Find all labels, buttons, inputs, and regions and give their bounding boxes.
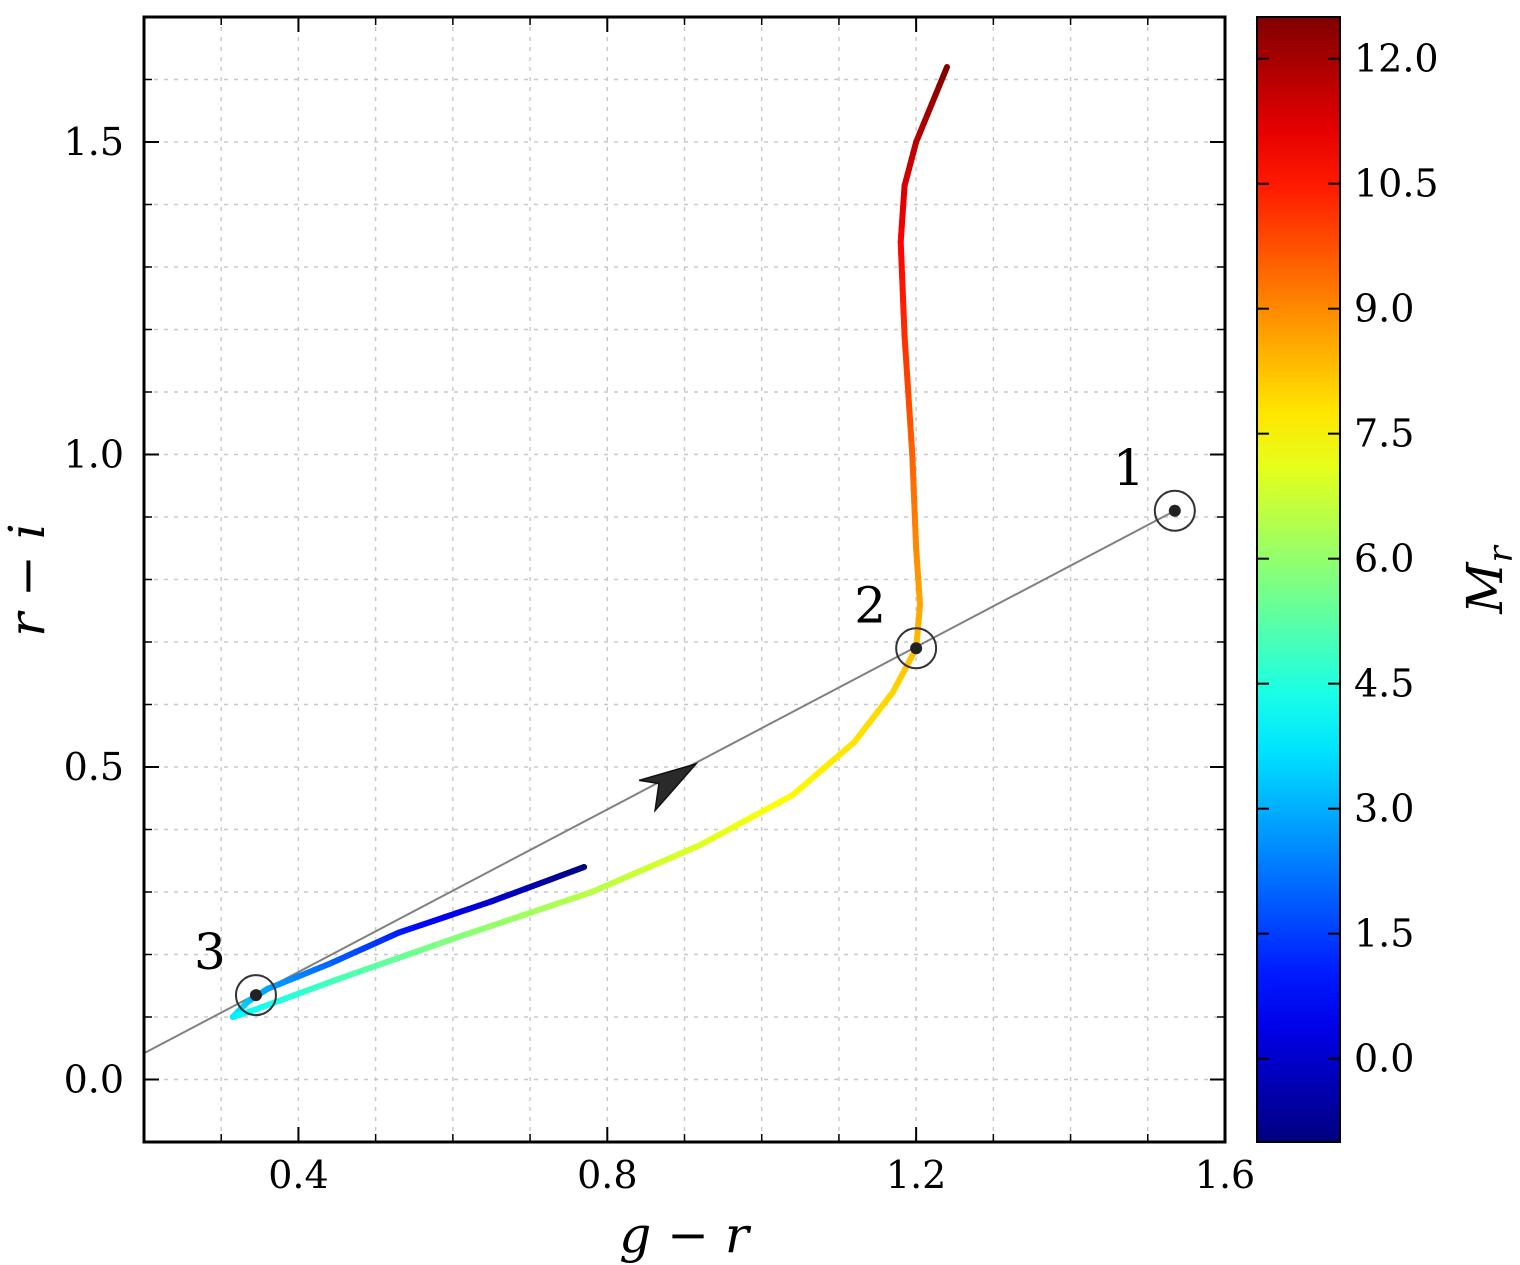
track-segment [519, 906, 543, 919]
track-segment [536, 900, 561, 913]
reddening-line [143, 509, 1176, 1055]
marker-label: 2 [854, 576, 886, 634]
y-tick-label: 1.0 [64, 433, 124, 477]
colorbar-tick-label: 6.0 [1354, 537, 1414, 581]
track-segment [501, 912, 526, 925]
track-segment [571, 889, 595, 901]
colorbar-tick-label: 7.5 [1354, 412, 1414, 456]
y-tick-label: 0.0 [64, 1058, 124, 1102]
marker-label: 3 [194, 923, 226, 981]
colorbar-tick-label: 0.0 [1354, 1037, 1414, 1081]
colorbar-ticks: 0.0 1.5 3.0 4.5 6.0 7.5 9.0 10.5 12.0 [1257, 37, 1439, 1081]
colorbar-tick-label: 9.0 [1354, 287, 1414, 331]
plot-frame [142, 15, 1227, 1144]
x-tick-label: 1.6 [1195, 1153, 1255, 1197]
colorbar-label: Mr [1456, 545, 1520, 615]
colorbar-tick-label: 4.5 [1354, 662, 1414, 706]
colorbar [1256, 16, 1341, 1143]
grid [144, 17, 1225, 1142]
track-segment [554, 894, 578, 907]
marker-ring [1153, 489, 1196, 532]
track-segment [484, 918, 508, 931]
track-segment [940, 64, 951, 80]
axis-ticks: 0.4 0.8 1.2 1.6 0.0 0.5 1.0 1.5 [64, 17, 1255, 1197]
x-tick-label: 0.4 [268, 1153, 328, 1197]
y-tick-label: 1.5 [64, 120, 124, 164]
x-axis-label: g − r [619, 1206, 752, 1264]
x-tick-label: 1.2 [886, 1153, 946, 1197]
marker-ring [895, 627, 938, 670]
y-axis-label: r − i [0, 523, 56, 637]
marker-label: 1 [1113, 439, 1145, 497]
color-track [229, 64, 951, 1020]
colorbar-tick-label: 12.0 [1354, 37, 1439, 81]
track-segment [467, 924, 491, 937]
colorbar-tick-label: 1.5 [1354, 912, 1414, 956]
x-tick-label: 0.8 [577, 1153, 637, 1197]
markers: 1 2 3 [194, 439, 1196, 1017]
marker-dot [249, 989, 262, 1002]
direction-arrow [638, 762, 699, 813]
marker-ring [234, 974, 277, 1017]
marker-dot [910, 642, 923, 655]
track-segment [449, 930, 474, 942]
colorbar-tick-label: 10.5 [1354, 162, 1439, 206]
colorbar-tick-label: 3.0 [1354, 787, 1414, 831]
y-tick-label: 0.5 [64, 745, 124, 789]
marker-dot [1168, 504, 1181, 517]
